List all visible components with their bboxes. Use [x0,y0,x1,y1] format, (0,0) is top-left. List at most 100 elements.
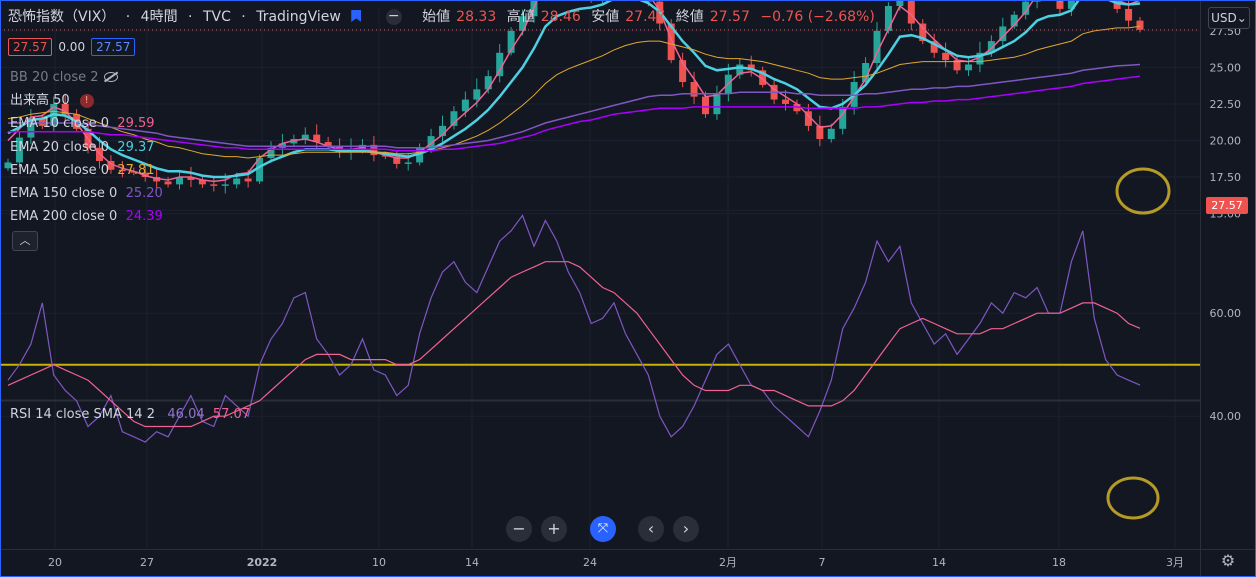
close-label: 終値 [675,9,704,25]
candle [1022,0,1030,20]
annotation-circle [1115,167,1171,215]
candle-body [519,16,527,31]
time-tick-label: 18 [1052,556,1066,569]
warning-icon[interactable]: ! [79,94,94,109]
candle-body [1033,0,1041,2]
candle-body [1056,0,1064,9]
indicator-ema10[interactable]: EMA 10 close 0 29.59 [10,116,155,132]
rsi-line [7,214,1141,443]
zoom-in-button[interactable]: + [541,516,567,542]
candle-body [679,60,687,83]
candle-body [1136,20,1144,30]
candle [942,42,950,68]
rsi-tick-label: 40.00 [1210,410,1242,423]
candle-body [244,178,252,182]
candle-body [690,82,698,97]
candle-body [461,99,469,112]
candle-body [919,23,927,42]
candle-body [862,63,870,83]
candle [953,54,961,74]
candle-body [27,118,35,138]
rsi-line [7,261,1141,428]
candle-body [313,134,321,142]
ema-line [7,0,1141,179]
indicator-volume[interactable]: 出来高 50! [10,89,163,112]
indicator-ema50[interactable]: EMA 50 close 0 27.81 [10,162,155,178]
interval-label[interactable]: 4時間 [140,9,178,25]
candle [301,127,309,145]
rsi-label[interactable]: RSI 14 close SMA 14 2 [10,407,155,422]
candle-body [107,160,115,170]
scroll-right-button[interactable]: › [673,516,699,542]
candle-body [827,128,835,140]
candle [210,176,218,192]
sell-price-box[interactable]: 27.57 [8,38,53,56]
rsi-sma-value: 57.07 [212,407,251,422]
candle-body [210,184,218,186]
candle-body [942,52,950,61]
candle-body [747,64,755,71]
buy-price-box[interactable]: 27.57 [91,38,136,56]
collapse-legend-icon[interactable]: − [385,9,402,25]
gear-icon[interactable]: ⚙ [1220,551,1236,570]
candle [736,58,744,79]
price-tick-label: 25.00 [1210,61,1242,74]
candle-body [759,70,767,85]
ema-line [7,0,1141,183]
candle-body [61,103,69,115]
platform-label: TradingView [256,9,341,25]
annotation-circle [1106,476,1160,520]
reset-chart-button[interactable]: ⤧ [590,516,616,542]
low-value: 27.47 [625,9,666,25]
time-tick-label: 10 [372,556,386,569]
time-tick-label: 14 [932,556,946,569]
candle-body [4,162,12,169]
collapse-indicators-button[interactable]: ︿ [12,231,38,251]
candle-body [1125,8,1133,21]
symbol-name[interactable]: 恐怖指数（VIX） [8,9,116,25]
time-tick-label: 24 [583,556,597,569]
candle-body [873,30,881,64]
price-tick-label: 22.50 [1210,98,1242,111]
candle-body [976,52,984,65]
candle-body [450,111,458,126]
candle [919,19,927,45]
time-tick-label: 2022 [247,556,278,569]
scroll-left-button[interactable]: ‹ [638,516,664,542]
candle-body [896,0,904,6]
candle-body [804,111,812,126]
eye-off-icon[interactable] [103,72,119,82]
candle-body [324,141,332,147]
last-price-tag: 27.57 [1206,197,1248,214]
candle-body [839,106,847,129]
indicator-ema150[interactable]: EMA 150 close 0 25.20 [10,186,163,202]
flag-icon[interactable] [351,10,362,22]
candle [816,115,824,147]
candle [439,115,447,144]
rsi-tick-label: 60.00 [1210,307,1242,320]
candle-body [999,26,1007,42]
candle-body [393,156,401,164]
candle-body [713,93,721,115]
low-label: 安値 [591,9,620,25]
order-boxes: 27.57 0.00 27.57 [8,38,136,56]
indicator-ema200[interactable]: EMA 200 close 0 24.39 [10,209,163,225]
candle-body [439,125,447,137]
zoom-out-button[interactable]: − [506,516,532,542]
candle [313,124,321,150]
candle-body [404,162,412,164]
source-label: TVC [202,9,231,25]
high-label: 高値 [506,9,535,25]
indicator-bb[interactable]: BB 20 close 2 [10,66,163,89]
indicator-ema20[interactable]: EMA 20 close 0 29.37 [10,139,155,155]
candle-body [38,118,46,126]
candle-body [473,89,481,100]
change-value: −0.76 (−2.68%) [760,9,875,25]
candle-body [953,60,961,71]
candle-body [198,179,206,185]
candle [873,22,881,70]
currency-button[interactable]: USD⌄ [1208,7,1250,29]
candle [1113,0,1121,14]
